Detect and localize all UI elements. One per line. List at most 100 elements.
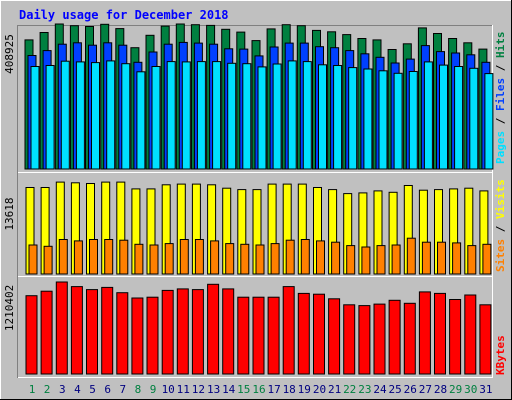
bar-sites-day-24	[376, 245, 386, 275]
bar-sites-day-7	[119, 239, 129, 275]
bar-pages-day-29	[454, 66, 464, 170]
scale-label-panel-3: 1210402	[3, 285, 16, 331]
bar-pages-day-14	[227, 62, 237, 170]
bar-sites-day-16	[255, 244, 265, 275]
bar-pages-day-5	[91, 62, 100, 170]
bar-sites-day-6	[104, 239, 114, 275]
bar-kbytes-day-1	[25, 295, 38, 375]
bar-kbytes-day-23	[358, 305, 371, 375]
bar-kbytes-day-3	[55, 281, 68, 375]
x-tick-label-day-26: 26	[404, 383, 417, 396]
bar-pages-day-4	[75, 61, 85, 170]
bar-pages-day-27	[423, 61, 433, 170]
bar-sites-day-2	[43, 245, 53, 275]
bar-sites-day-11	[179, 239, 189, 275]
x-tick-label-day-31: 31	[479, 383, 492, 396]
bar-kbytes-day-25	[388, 299, 401, 375]
x-tick-label-day-16: 16	[252, 383, 265, 396]
x-tick-label-day-24: 24	[373, 383, 387, 396]
bar-kbytes-day-6	[101, 286, 114, 375]
bar-sites-day-29	[452, 242, 462, 275]
bar-pages-day-30	[469, 67, 479, 170]
x-tick-label-day-10: 10	[162, 383, 175, 396]
legend-kbytes: KBytes	[494, 335, 507, 375]
bar-sites-day-13	[210, 240, 220, 275]
bar-kbytes-day-30	[464, 294, 477, 375]
bar-sites-day-14	[225, 243, 235, 275]
x-tick-label-day-23: 23	[358, 383, 371, 396]
bar-sites-day-21	[331, 241, 341, 275]
bar-sites-day-30	[467, 245, 477, 275]
bar-kbytes-day-26	[403, 302, 416, 375]
x-tick-label-day-25: 25	[388, 383, 401, 396]
bar-kbytes-day-22	[343, 304, 356, 375]
x-tick-label-day-28: 28	[434, 383, 447, 396]
bar-pages-day-25	[393, 72, 403, 170]
bar-layer	[24, 23, 494, 375]
bar-sites-day-22	[346, 245, 356, 275]
bar-sites-day-27	[421, 241, 431, 275]
bar-kbytes-day-10	[161, 289, 174, 375]
panel-labels: Pages / Files / Hits Sites / Visits KBytes	[494, 32, 507, 376]
bar-kbytes-day-17	[267, 296, 280, 375]
bar-pages-day-8	[136, 71, 146, 170]
x-tick-label-day-8: 8	[135, 383, 142, 396]
bar-kbytes-day-14	[222, 288, 235, 375]
bar-kbytes-day-28	[434, 292, 446, 375]
chart-title: Daily usage for December 2018	[19, 8, 229, 22]
bar-sites-day-12	[194, 239, 204, 275]
bar-pages-day-31	[484, 73, 494, 170]
bar-sites-day-23	[361, 246, 371, 275]
bar-pages-day-7	[121, 63, 131, 170]
scale-label-panel-1: 408925	[3, 34, 16, 74]
x-tick-label-day-19: 19	[298, 383, 311, 396]
x-tick-label-day-13: 13	[207, 383, 220, 396]
x-tick-label-day-3: 3	[59, 383, 66, 396]
x-tick-label-day-4: 4	[74, 383, 81, 396]
x-tick-label-day-5: 5	[89, 383, 96, 396]
bar-pages-day-19	[302, 61, 312, 170]
bar-sites-day-8	[134, 243, 144, 275]
bar-kbytes-day-16	[252, 296, 265, 375]
bar-kbytes-day-29	[449, 299, 462, 375]
bar-pages-day-22	[348, 67, 358, 170]
bar-sites-day-28	[437, 241, 446, 275]
bar-sites-day-19	[300, 239, 310, 275]
bar-kbytes-day-13	[207, 283, 220, 375]
bar-pages-day-12	[196, 61, 206, 170]
x-tick-label-day-17: 17	[267, 383, 280, 396]
x-tick-label-day-30: 30	[464, 383, 477, 396]
bar-sites-day-15	[240, 243, 250, 275]
bar-pages-day-6	[106, 60, 116, 170]
bar-kbytes-day-18	[282, 286, 295, 375]
bar-kbytes-day-31	[479, 304, 492, 375]
bar-sites-day-31	[482, 243, 492, 275]
bar-pages-day-23	[363, 68, 373, 170]
bar-sites-day-4	[73, 240, 83, 275]
x-tick-label-day-15: 15	[237, 383, 250, 396]
bar-pages-day-10	[166, 61, 176, 170]
bar-kbytes-day-5	[86, 289, 98, 375]
x-tick-label-day-2: 2	[44, 383, 51, 396]
bar-kbytes-day-24	[373, 303, 386, 375]
bar-sites-day-3	[58, 239, 68, 275]
bar-pages-day-20	[318, 64, 327, 170]
x-tick-label-day-11: 11	[177, 383, 190, 396]
bar-kbytes-day-20	[313, 293, 325, 375]
legend-files: Files	[494, 78, 507, 111]
bar-kbytes-day-7	[116, 292, 129, 375]
x-axis-labels: 1 2 3 4 5 6 7 8 9 10 11 12 13 14 15 16 17 18 19 20 21 22 23 24 2…	[29, 383, 493, 396]
bar-pages-day-13	[212, 61, 222, 170]
bar-pages-day-9	[151, 66, 161, 170]
bar-pages-day-26	[408, 71, 418, 170]
x-tick-label-day-21: 21	[328, 383, 341, 396]
x-tick-label-day-14: 14	[222, 383, 236, 396]
bar-kbytes-day-27	[418, 291, 431, 375]
legend-pages: Pages	[494, 131, 507, 164]
bar-sites-day-5	[89, 239, 98, 275]
bar-sites-day-9	[149, 244, 159, 275]
panel-legend-3: KBytes	[494, 335, 507, 375]
bar-pages-day-1	[30, 66, 40, 170]
x-tick-label-day-20: 20	[313, 383, 326, 396]
